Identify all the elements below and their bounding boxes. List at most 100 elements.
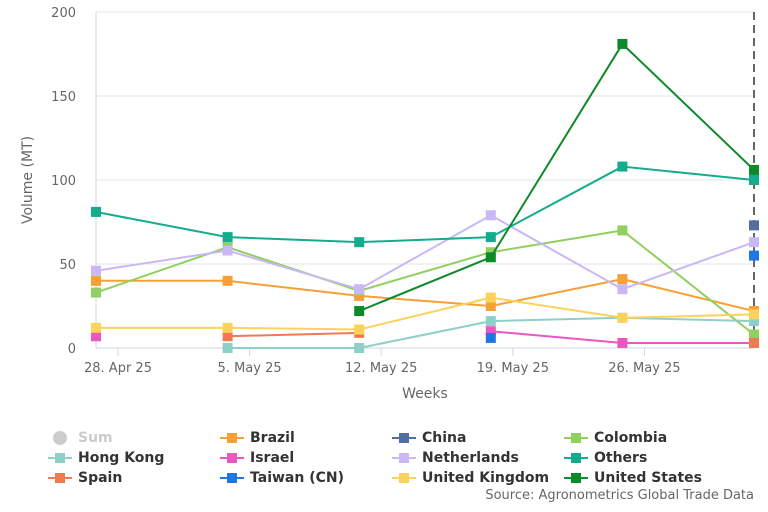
series-china <box>749 220 759 231</box>
data-point[interactable] <box>222 322 233 333</box>
data-point[interactable] <box>354 237 365 248</box>
legend-item-taiwan-cn[interactable]: Taiwan (CN) <box>220 468 392 487</box>
data-point[interactable] <box>617 274 628 285</box>
data-point[interactable] <box>485 332 496 343</box>
data-point[interactable] <box>485 301 496 311</box>
data-point[interactable] <box>485 232 496 243</box>
legend-item-united-states[interactable]: United States <box>564 468 736 487</box>
y-tick-label: 150 <box>51 90 76 105</box>
series-brazil <box>91 274 759 317</box>
data-point[interactable] <box>91 206 101 217</box>
legend-label: Brazil <box>250 429 295 446</box>
data-point[interactable] <box>485 316 496 327</box>
legend-label: Israel <box>250 449 295 466</box>
legend-swatch-icon <box>564 451 588 465</box>
data-point[interactable] <box>749 175 759 185</box>
x-tick-label: 19. May 25 <box>477 361 549 376</box>
data-point[interactable] <box>617 312 628 323</box>
series-line <box>358 42 755 312</box>
data-point[interactable] <box>354 343 365 353</box>
data-point[interactable] <box>617 225 628 236</box>
legend-swatch-icon <box>48 430 72 445</box>
data-point[interactable] <box>485 247 496 258</box>
data-point[interactable] <box>91 322 101 333</box>
data-point[interactable] <box>91 287 101 298</box>
data-point[interactable] <box>354 306 365 317</box>
series-united-kingdom <box>91 292 759 335</box>
data-point[interactable] <box>617 38 628 49</box>
legend: Sum Brazil China Colombia Hong Kong Israel Net… <box>48 428 728 487</box>
legend-item-colombia[interactable]: Colombia <box>564 428 736 447</box>
legend-swatch-icon <box>564 431 588 445</box>
series-layer <box>91 38 759 353</box>
legend-item-united-kingdom[interactable]: United Kingdom <box>392 468 564 487</box>
legend-label: United States <box>594 469 702 486</box>
y-tick-label: 50 <box>59 258 76 273</box>
y-tick-label: 100 <box>51 174 76 189</box>
data-point[interactable] <box>485 252 496 263</box>
series-israel <box>91 326 759 348</box>
legend-swatch-icon <box>220 431 244 445</box>
x-tick-label: 26. May 25 <box>608 361 680 376</box>
data-point[interactable] <box>749 329 759 340</box>
legend-item-others[interactable]: Others <box>564 448 736 467</box>
series-line <box>96 278 755 313</box>
data-point[interactable] <box>485 210 496 221</box>
data-point[interactable] <box>749 250 759 261</box>
data-point[interactable] <box>91 331 101 342</box>
data-point[interactable] <box>222 245 233 256</box>
series-line <box>227 331 360 338</box>
x-tick-label: 5. May 25 <box>218 361 282 376</box>
data-point[interactable] <box>354 284 365 295</box>
data-point[interactable] <box>749 337 759 348</box>
y-tick-label: 0 <box>68 342 76 357</box>
data-point[interactable] <box>617 161 628 172</box>
data-point[interactable] <box>617 284 628 295</box>
axes: 0 50 100 150 200 28. Apr 25 5. May 25 12. May 2… <box>51 6 680 376</box>
legend-swatch-icon <box>392 471 416 485</box>
legend-label: Colombia <box>594 429 668 446</box>
series-others <box>91 161 759 248</box>
legend-label: Taiwan (CN) <box>250 469 345 486</box>
data-point[interactable] <box>222 343 233 353</box>
legend-item-brazil[interactable]: Brazil <box>220 428 392 447</box>
data-point[interactable] <box>222 232 233 243</box>
legend-swatch-icon <box>220 451 244 465</box>
legend-swatch-icon <box>392 451 416 465</box>
source-credit[interactable]: Source: Agronometrics Global Trade Data <box>485 488 754 503</box>
legend-swatch-icon <box>48 451 72 465</box>
legend-label: Netherlands <box>422 449 519 466</box>
series-netherlands <box>91 210 759 295</box>
data-point[interactable] <box>617 337 628 348</box>
legend-swatch-icon <box>564 471 588 485</box>
y-axis-title: Volume (MT) <box>20 136 36 224</box>
data-point[interactable] <box>485 292 496 303</box>
x-tick-label: 28. Apr 25 <box>84 361 152 376</box>
legend-item-netherlands[interactable]: Netherlands <box>392 448 564 467</box>
data-point[interactable] <box>485 326 496 337</box>
legend-item-hong-kong[interactable]: Hong Kong <box>48 448 220 467</box>
data-point[interactable] <box>749 164 759 175</box>
series-line <box>95 165 755 244</box>
data-point[interactable] <box>91 265 101 276</box>
legend-item-china[interactable]: China <box>392 428 564 447</box>
data-point[interactable] <box>222 331 233 342</box>
data-point[interactable] <box>222 275 233 286</box>
x-axis-title: Weeks <box>402 386 448 402</box>
series-line <box>95 214 755 291</box>
legend-label: Others <box>594 449 648 466</box>
legend-swatch-icon <box>48 471 72 485</box>
data-point[interactable] <box>749 220 759 231</box>
data-point[interactable] <box>749 309 759 320</box>
legend-item-israel[interactable]: Israel <box>220 448 392 467</box>
data-point[interactable] <box>749 316 759 327</box>
series-line <box>96 296 755 331</box>
data-point[interactable] <box>354 290 365 301</box>
series-united-states <box>354 38 759 317</box>
legend-item-spain[interactable]: Spain <box>48 468 220 487</box>
data-point[interactable] <box>91 275 101 286</box>
y-tick-label: 200 <box>51 6 76 21</box>
legend-item-sum[interactable]: Sum <box>48 428 220 447</box>
data-point[interactable] <box>749 237 759 248</box>
data-point[interactable] <box>354 324 365 335</box>
